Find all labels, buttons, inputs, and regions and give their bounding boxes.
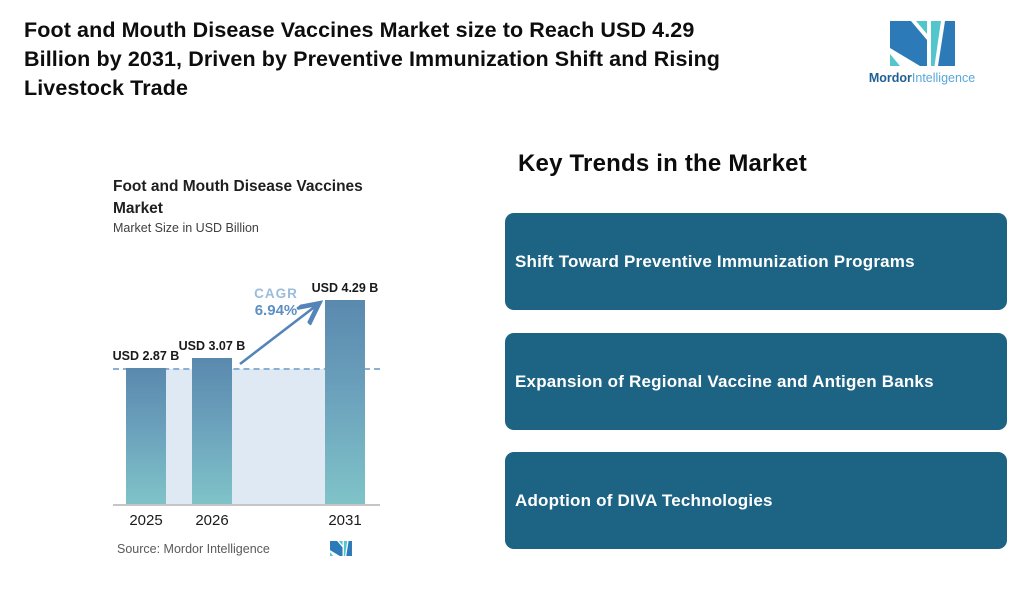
x-tick-2025: 2025	[129, 512, 163, 529]
source-mordor-logo-icon	[330, 541, 352, 557]
reference-dashed-line	[113, 368, 380, 370]
page-title-line-2: Billion by 2031, Driven by Preventive Im…	[24, 47, 721, 71]
trend-box-2-label: Expansion of Regional Vaccine and Antige…	[515, 371, 934, 391]
cagr-arrow-icon	[239, 280, 380, 366]
logo-word-intelligence: Intelligence	[911, 71, 976, 85]
value-label-2026: USD 3.07 B	[178, 339, 246, 353]
bar-2031	[325, 300, 365, 504]
cagr-annotation: CAGR 6.94%	[233, 286, 319, 319]
cagr-label: CAGR	[254, 286, 298, 301]
page-title-line-3: Livestock Trade	[24, 76, 189, 100]
trends-heading: Key Trends in the Market	[518, 150, 807, 177]
source-label: Source: Mordor Intelligence	[117, 542, 270, 556]
mordor-intelligence-logo: MordorIntelligence	[862, 21, 982, 85]
value-label-2025: USD 2.87 B	[112, 349, 180, 363]
bar-2026	[192, 358, 232, 504]
trend-box-1-label: Shift Toward Preventive Immunization Pro…	[515, 251, 915, 271]
bar-plot: CAGR 6.94% USD 2.87 B 2025 USD 3.07 B 2026 U…	[113, 280, 380, 529]
chart-subtitle: Market Size in USD Billion	[113, 221, 259, 235]
mordor-logo-wordmark: MordorIntelligence	[862, 71, 982, 85]
trend-box-3: Adoption of DIVA Technologies	[505, 452, 1007, 549]
value-label-2031: USD 4.29 B	[311, 281, 379, 295]
cagr-value: 6.94%	[254, 302, 298, 319]
logo-word-mordor: Mordor	[868, 71, 912, 85]
page-title-line-1: Foot and Mouth Disease Vaccines Market s…	[24, 18, 695, 42]
bar-2025	[126, 368, 166, 504]
chart-title-line-2: Market	[113, 200, 163, 217]
chart-title-line-1: Foot and Mouth Disease Vaccines	[113, 178, 363, 195]
trend-box-3-label: Adoption of DIVA Technologies	[515, 490, 773, 510]
page-title: Foot and Mouth Disease Vaccines Market s…	[24, 16, 844, 103]
mordor-logo-icon	[889, 21, 955, 66]
x-tick-2031: 2031	[328, 512, 362, 529]
trend-box-1: Shift Toward Preventive Immunization Pro…	[505, 213, 1007, 310]
x-tick-2026: 2026	[195, 512, 229, 529]
chart-title: Foot and Mouth Disease Vaccines Market	[113, 176, 413, 220]
trend-box-2: Expansion of Regional Vaccine and Antige…	[505, 333, 1007, 430]
source-row: Source: Mordor Intelligence	[117, 541, 377, 560]
x-axis-line	[113, 504, 380, 506]
